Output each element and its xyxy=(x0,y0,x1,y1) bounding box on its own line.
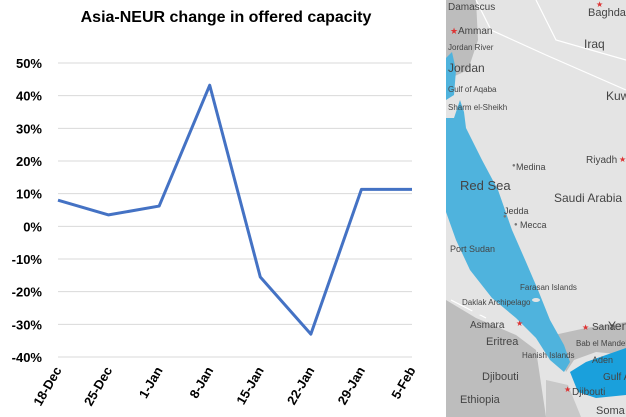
y-axis-ticks: 50% 40% 30% 20% 10% 0% -10% -20% -30% -40% xyxy=(12,56,43,365)
map-label-bab: Bab el Mandeb xyxy=(576,339,626,348)
y-tick-label: -30% xyxy=(12,317,43,332)
series-layer xyxy=(57,83,413,336)
map-label-djibouti-city: Djibouti xyxy=(572,387,605,398)
map-label-mecca: Mecca xyxy=(520,220,547,230)
grid-layer xyxy=(58,62,412,358)
map-label-jedda: Jedda xyxy=(504,206,529,216)
y-tick-label: -40% xyxy=(12,350,43,365)
city-marker-baghdad: ★ xyxy=(596,0,603,9)
y-tick-label: 50% xyxy=(16,56,42,71)
map-panel: ★ ★ ★ ● ● ● ★ ★ ★ Damascus Baghdad Amman… xyxy=(446,0,626,417)
map-label-riyadh: Riyadh xyxy=(586,155,617,166)
city-marker-mecca: ● xyxy=(514,222,518,228)
map-label-djibouti-country: Djibouti xyxy=(482,371,519,383)
red-sea-water xyxy=(446,100,570,372)
series-line xyxy=(57,83,412,336)
farasan-island xyxy=(532,298,540,302)
x-tick-label: 8-Jan xyxy=(186,364,216,401)
map-label-farasan: Farasan Islands xyxy=(520,283,577,292)
y-tick-label: -10% xyxy=(12,252,43,267)
map-label-saudi-arabia: Saudi Arabia xyxy=(554,191,622,205)
city-marker-asmara: ★ xyxy=(516,319,523,328)
x-tick-label: 15-Jan xyxy=(233,364,267,407)
map-label-medina: Medina xyxy=(516,162,546,172)
map-label-ethiopia: Ethiopia xyxy=(460,394,501,406)
map-label-amman: Amman xyxy=(458,26,492,37)
y-tick-label: 40% xyxy=(16,89,42,104)
y-tick-label: 30% xyxy=(16,121,42,136)
map-label-gulf-of-aqaba: Gulf of Aqaba xyxy=(448,85,497,94)
city-marker-amman: ★ xyxy=(450,26,458,36)
x-tick-label: 5-Feb xyxy=(388,364,418,402)
map-label-somalia: Soma xyxy=(596,405,626,417)
y-tick-label: -20% xyxy=(12,285,43,300)
map-region-west xyxy=(446,0,478,80)
map-border-1 xyxy=(475,0,626,91)
x-tick-label: 1-Jan xyxy=(136,364,166,401)
gulf-of-aqaba-water xyxy=(446,52,456,100)
x-tick-label: 18-Dec xyxy=(30,364,64,408)
map-label-kuwait: Kuw xyxy=(606,89,626,103)
map-label-eritrea: Eritrea xyxy=(486,336,519,348)
map-label-aden: Aden xyxy=(592,355,613,365)
map-label-jordan: Jordan xyxy=(448,61,485,75)
x-tick-label: 22-Jan xyxy=(284,364,318,407)
map-label-gulf-aden: Gulf Ade xyxy=(603,372,626,383)
map-border-2 xyxy=(535,0,626,61)
x-tick-label: 25-Dec xyxy=(81,364,115,408)
map-label-jordan-river: Jordan River xyxy=(448,43,494,52)
dahlak-island xyxy=(472,309,484,315)
map-label-red-sea: Red Sea xyxy=(460,178,511,193)
map-label-iraq: Iraq xyxy=(584,37,605,51)
map-label-yemen: Yen xyxy=(608,319,626,333)
x-tick-label: 29-Jan xyxy=(334,364,368,407)
map-region-yemen xyxy=(554,322,626,372)
chart-panel: Asia-NEUR change in offered capacity 50%… xyxy=(11,9,419,409)
map-region-djibouti xyxy=(546,380,581,417)
map-label-sana: Sana xyxy=(592,322,616,333)
map-label-hanish: Hanish Islands xyxy=(522,351,574,360)
map-label-port-sudan: Port Sudan xyxy=(450,244,495,254)
map-label-dahlak: Daklak Archipelago xyxy=(462,298,531,307)
map-region-ethiopia xyxy=(446,300,546,417)
city-marker-medina: ● xyxy=(512,163,516,169)
red-sea-map: ★ ★ ★ ● ● ● ★ ★ ★ Damascus Baghdad Amman… xyxy=(446,0,626,417)
map-label-asmara: Asmara xyxy=(470,320,505,331)
city-marker-djibouti: ★ xyxy=(564,385,571,394)
gulf-of-aden-water xyxy=(570,348,626,398)
x-axis-ticks: 18-Dec 25-Dec 1-Jan 8-Jan 15-Jan 22-Jan 29-Jan… xyxy=(30,364,418,408)
line-chart: Asia-NEUR change in offered capacity 50%… xyxy=(12,9,419,408)
chart-title: Asia-NEUR change in offered capacity xyxy=(81,9,372,26)
city-marker-jedda: ● xyxy=(503,214,507,220)
map-label-damascus: Damascus xyxy=(448,2,495,13)
y-tick-label: 0% xyxy=(23,219,42,234)
map-label-baghdad: Baghdad xyxy=(588,7,626,19)
city-marker-sana: ★ xyxy=(582,323,589,332)
map-label-sharm: Sharm el-Sheikh xyxy=(448,103,507,112)
y-tick-label: 20% xyxy=(16,154,42,169)
city-marker-riyadh: ★ xyxy=(619,155,626,164)
y-tick-label: 10% xyxy=(16,187,42,202)
map-border-3 xyxy=(450,299,487,319)
